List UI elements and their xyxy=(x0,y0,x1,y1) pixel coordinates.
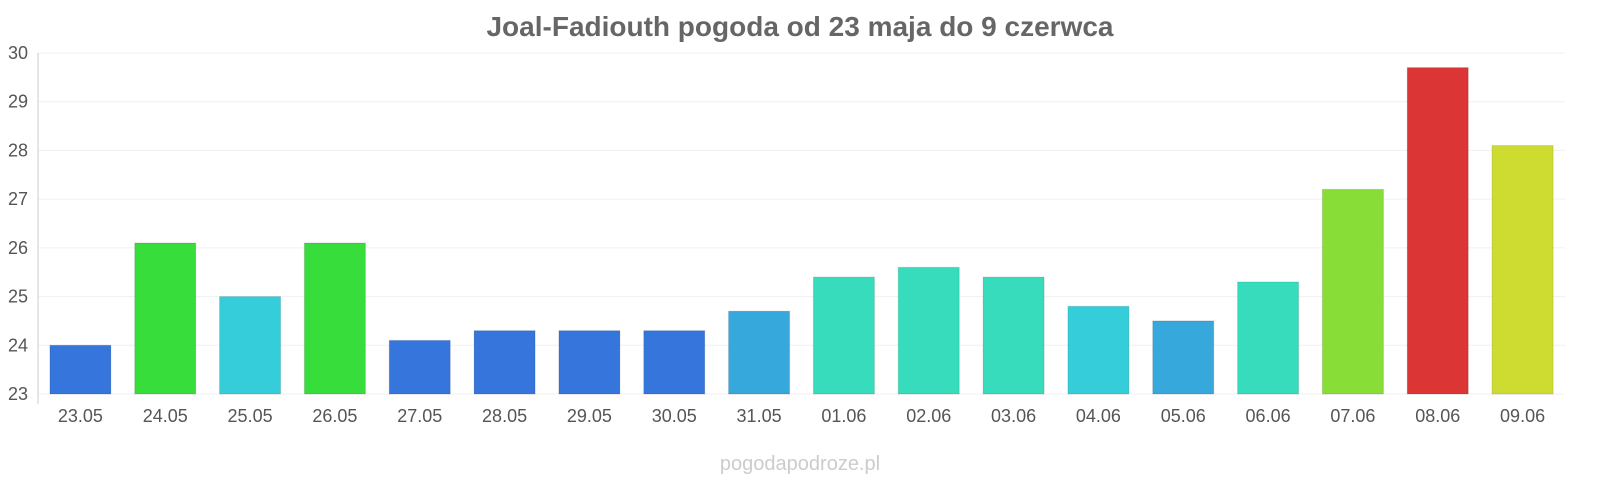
bar-01.06 xyxy=(812,276,875,395)
x-tick-label: 08.06 xyxy=(1415,406,1460,426)
x-tick-label: 31.05 xyxy=(737,406,782,426)
bar-27.05 xyxy=(388,339,451,395)
y-tick-label: 29 xyxy=(8,92,28,112)
y-tick-label: 27 xyxy=(8,189,28,209)
bar-28.05 xyxy=(473,330,536,395)
x-tick-label: 30.05 xyxy=(652,406,697,426)
watermark-text: pogodapodroze.pl xyxy=(720,453,880,475)
bar-06.06 xyxy=(1237,281,1300,395)
y-tick-label: 30 xyxy=(8,43,28,63)
bar-08.06 xyxy=(1406,67,1469,395)
y-tick-label: 23 xyxy=(8,384,28,404)
bar-09.06 xyxy=(1491,145,1554,395)
x-tick-label: 04.06 xyxy=(1076,406,1121,426)
x-tick-label: 29.05 xyxy=(567,406,612,426)
y-tick-label: 28 xyxy=(8,140,28,160)
gridlines xyxy=(38,52,1565,395)
y-tick-label: 26 xyxy=(8,238,28,258)
x-tick-label: 02.06 xyxy=(906,406,951,426)
x-tick-label: 24.05 xyxy=(143,406,188,426)
y-tick-label: 25 xyxy=(8,287,28,307)
bar-24.05 xyxy=(134,242,197,395)
bar-05.06 xyxy=(1152,320,1215,395)
bar-29.05 xyxy=(558,330,621,395)
axes: 23 24 25 26 27 28 29 30 23.05 24.05 25.05 26.05 27.0… xyxy=(8,43,1545,426)
x-tick-label: 06.06 xyxy=(1246,406,1291,426)
x-tick-label: 03.06 xyxy=(991,406,1036,426)
chart-title: Joal-Fadiouth pogoda od 23 maja do 9 cze… xyxy=(486,11,1113,42)
x-tick-label: 26.05 xyxy=(312,406,357,426)
bar-31.05 xyxy=(728,310,791,395)
x-tick-label: 05.06 xyxy=(1161,406,1206,426)
bar-04.06 xyxy=(1067,305,1130,395)
bar-03.06 xyxy=(982,276,1045,395)
x-tick-label: 25.05 xyxy=(228,406,273,426)
x-tick-label: 09.06 xyxy=(1500,406,1545,426)
bar-02.06 xyxy=(897,266,960,395)
x-tick-label: 07.06 xyxy=(1330,406,1375,426)
x-tick-label: 28.05 xyxy=(482,406,527,426)
bar-25.05 xyxy=(219,296,282,395)
x-tick-label: 27.05 xyxy=(397,406,442,426)
bar-07.06 xyxy=(1321,188,1384,395)
bar-26.05 xyxy=(303,242,366,395)
x-tick-label: 23.05 xyxy=(58,406,103,426)
bar-23.05 xyxy=(49,344,112,395)
bars xyxy=(49,67,1554,395)
bar-30.05 xyxy=(643,330,706,395)
x-tick-label: 01.06 xyxy=(821,406,866,426)
y-tick-label: 24 xyxy=(8,335,28,355)
